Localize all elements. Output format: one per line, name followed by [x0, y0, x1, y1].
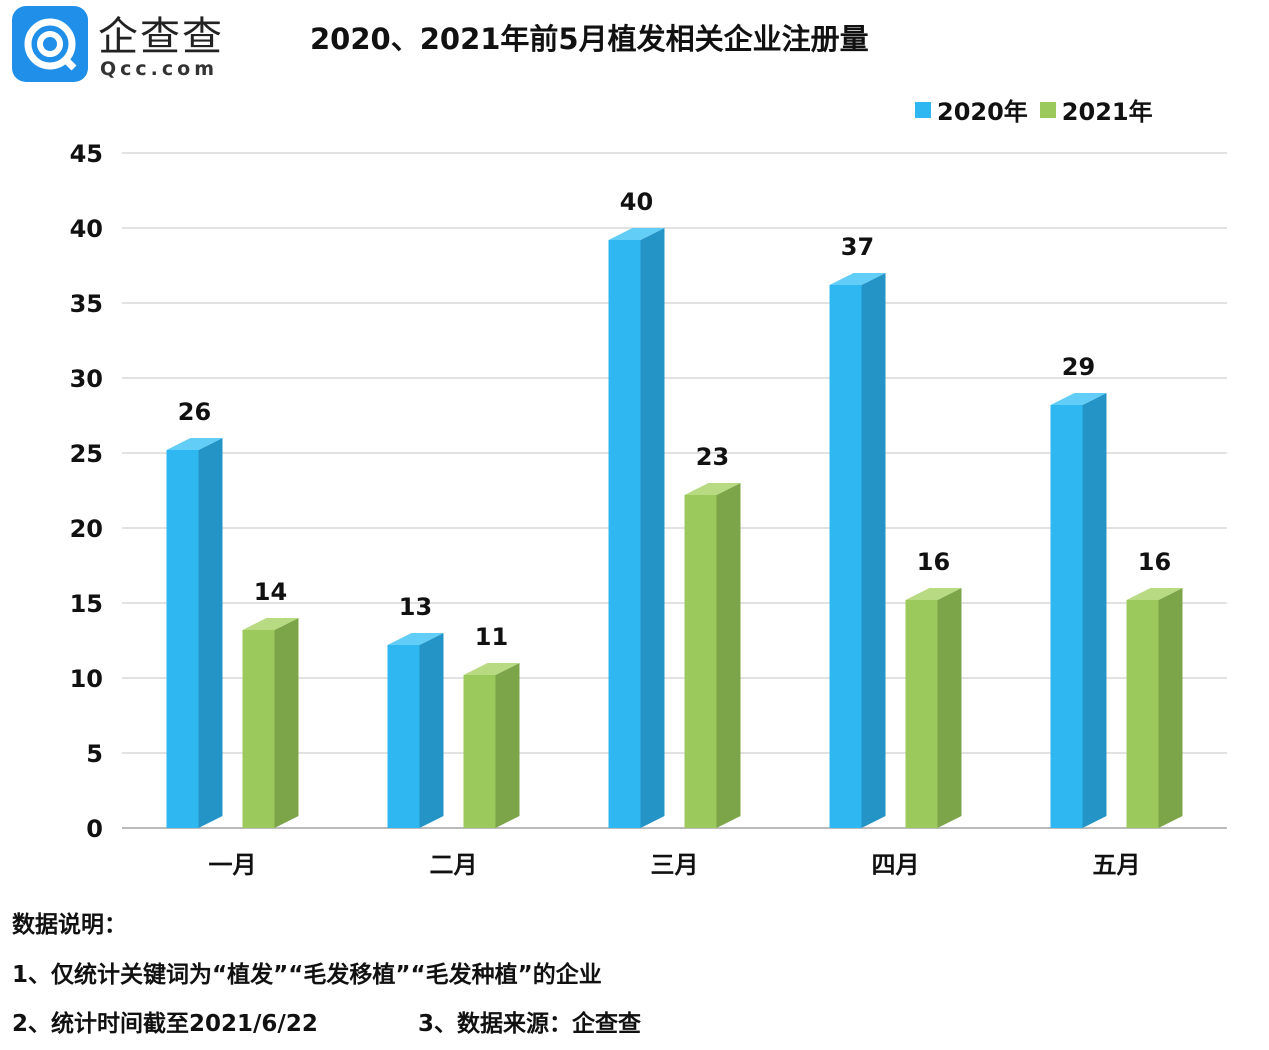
bar-2020 [166, 450, 199, 828]
notes-heading: 数据说明： [12, 912, 127, 938]
data-label: 40 [620, 188, 653, 216]
bar-top [1050, 393, 1107, 405]
logo-sub: Qcc.com [100, 58, 219, 80]
bar-top [905, 588, 962, 600]
legend-swatch-2020 [915, 101, 931, 118]
y-tick-label: 30 [70, 365, 103, 393]
data-label: 37 [841, 233, 874, 261]
bar-side [495, 663, 520, 828]
x-tick-label: 五月 [1093, 851, 1141, 879]
bar-top [387, 633, 444, 645]
bar-2020 [1050, 405, 1083, 828]
notes-line2b: 3、数据来源：企查查 [418, 1011, 642, 1037]
data-label: 16 [917, 548, 950, 576]
bar-side [1158, 588, 1183, 828]
bar-top [463, 663, 520, 675]
data-label: 16 [1138, 548, 1171, 576]
bar-side [861, 273, 886, 828]
bar-side [716, 483, 741, 828]
x-tick-label: 二月 [430, 851, 478, 879]
y-tick-label: 25 [70, 440, 103, 468]
data-label: 13 [399, 593, 432, 621]
legend-label-2021: 2021年 [1061, 98, 1153, 126]
x-tick-label: 一月 [209, 851, 257, 879]
bar-2021 [1126, 600, 1159, 828]
y-tick-label: 40 [70, 215, 103, 243]
data-label: 29 [1062, 353, 1095, 381]
logo-name: 企查查 [98, 14, 224, 60]
bar-top [1126, 588, 1183, 600]
bar-side [640, 228, 665, 828]
bar-side [198, 438, 223, 828]
chart-title: 2020、2021年前5月植发相关企业注册量 [310, 22, 869, 56]
legend-label-2020: 2020年 [937, 98, 1028, 126]
bar-side [1082, 393, 1107, 828]
notes-line2a: 2、统计时间截至2021/6/22 [12, 1011, 318, 1037]
y-tick-label: 10 [70, 665, 103, 693]
bar-2020 [829, 285, 862, 828]
notes-line1: 1、仅统计关键词为“植发”“毛发移植”“毛发种植”的企业 [12, 962, 602, 988]
y-tick-label: 15 [70, 590, 103, 618]
bar-top [166, 438, 223, 450]
legend-swatch-2021 [1039, 101, 1056, 118]
bar-side [937, 588, 962, 828]
bar-top [608, 228, 665, 240]
data-label: 23 [696, 443, 729, 471]
bar-top [684, 483, 741, 495]
x-tick-label: 三月 [651, 851, 699, 879]
y-tick-label: 20 [70, 515, 103, 543]
qcc-logo [12, 6, 88, 82]
data-label: 26 [178, 398, 211, 426]
bar-chart: 0 5 10 15 20 25 30 35 40 45 一月 26 14 二月 13 11 三月 40 23 四月 37… [70, 140, 1227, 879]
bar-2021 [463, 675, 496, 828]
bar-side [274, 618, 299, 828]
x-tick-label: 四月 [872, 851, 920, 879]
bar-top [829, 273, 886, 285]
y-tick-label: 35 [70, 290, 103, 318]
bar-2021 [684, 495, 717, 828]
data-label: 14 [254, 578, 287, 606]
y-tick-label: 45 [70, 140, 103, 168]
bar-2021 [905, 600, 938, 828]
bar-side [419, 633, 444, 828]
data-label: 11 [475, 623, 508, 651]
bar-2021 [242, 630, 275, 828]
bar-2020 [387, 645, 420, 828]
bar-2020 [608, 240, 641, 828]
legend: 2020年 2021年 [915, 92, 1153, 127]
bar-top [242, 618, 299, 630]
y-tick-label: 0 [86, 815, 103, 843]
y-tick-label: 5 [86, 740, 103, 768]
